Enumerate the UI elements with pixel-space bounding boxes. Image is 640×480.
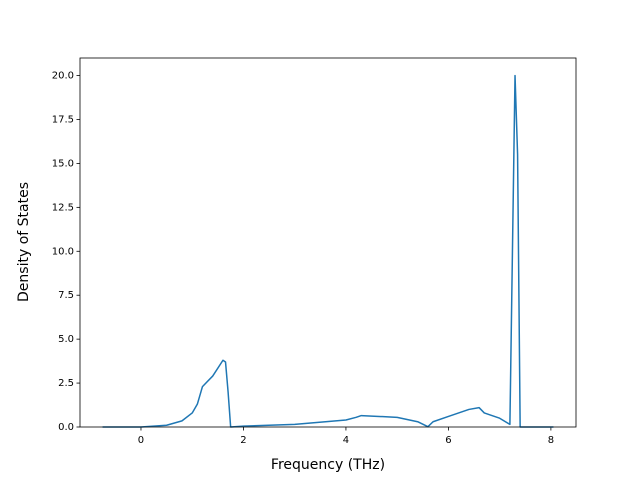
x-tick-label: 8 [548,435,554,446]
y-tick-label: 17.5 [52,115,74,126]
y-tick-label: 5.0 [58,334,74,345]
y-tick-label: 10.0 [52,246,74,257]
y-tick-label: 20.0 [52,71,74,82]
x-tick-label: 2 [240,435,246,446]
x-tick-label: 4 [343,435,349,446]
y-tick-label: 7.5 [58,290,74,301]
line [102,74,554,428]
x-tick-label: 0 [138,435,144,446]
y-axis-title: Density of States [16,182,32,302]
x-axis-title: Frequency (THz) [271,457,385,473]
y-tick-label: 12.5 [52,202,74,213]
y-tick-label: 0.0 [58,422,74,433]
y-tick-label: 15.0 [52,158,74,169]
plot-frame [79,57,577,428]
y-tick-label: 2.5 [58,378,74,389]
x-tick-label: 6 [445,435,451,446]
